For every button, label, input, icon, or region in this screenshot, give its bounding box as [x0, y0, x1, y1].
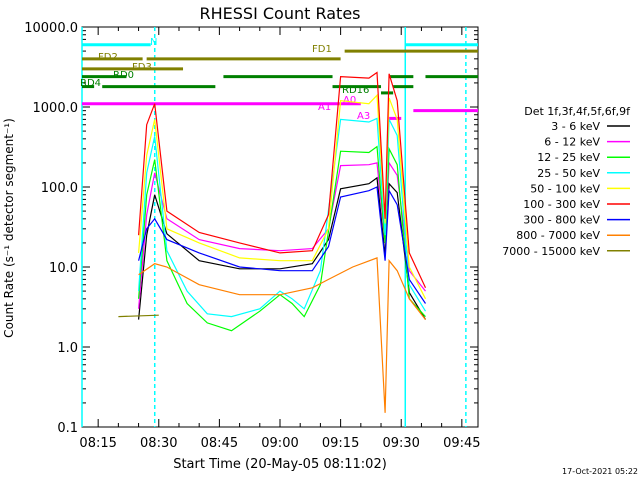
x-axis-label: Start Time (20-May-05 08:11:02): [173, 457, 387, 472]
state-bar-label: FD2: [98, 52, 118, 63]
series-line: [118, 314, 159, 318]
legend-entry-label: 100 - 300 keV: [523, 198, 600, 211]
state-bar-label: FD1: [312, 44, 332, 55]
legend-entry-label: 300 - 800 keV: [523, 214, 600, 227]
y-tick-label: 10.0: [49, 261, 78, 276]
state-bar-label: RD16: [342, 85, 369, 96]
y-tick-label: 1000.0: [33, 101, 79, 116]
plot-area: 0.1 1.0 10.0 100.0 1000.0 10000.0 08:15 08:30 08…: [24, 21, 480, 451]
y-tick-label: 0.1: [57, 421, 78, 436]
x-tick-label: 08:30: [140, 436, 177, 451]
timestamp: 17-Oct-2021 05:22: [562, 467, 638, 476]
chart-title: RHESSI Count Rates: [200, 4, 361, 23]
x-tick-label: 09:30: [382, 436, 419, 451]
state-bar-label: RD0: [113, 70, 134, 81]
legend-entry-label: 6 - 12 keV: [544, 136, 600, 149]
state-bar-label: A0: [343, 95, 356, 106]
state-bar-label: FD3: [132, 62, 152, 73]
series-line: [138, 257, 426, 413]
y-tick-label: 10000.0: [24, 21, 78, 36]
series-line: [138, 71, 427, 289]
y-tick-label: 100.0: [41, 181, 78, 196]
y-axis-label: Count Rate (s⁻¹ detector segment⁻¹): [2, 118, 16, 338]
series-line: [138, 117, 427, 318]
legend-entry-label: 3 - 6 keV: [551, 120, 600, 133]
state-bar-label: N: [150, 37, 157, 48]
y-tick-label: 1.0: [57, 341, 78, 356]
state-bar-label: A1: [318, 102, 331, 113]
x-tick-label: 08:45: [201, 436, 238, 451]
legend-entry-label: 800 - 7000 keV: [516, 229, 600, 242]
series-line: [138, 93, 427, 300]
legend-title: Det 1f,3f,4f,5f,6f,9f: [524, 105, 631, 118]
series-line: [138, 145, 426, 332]
series-line: [138, 176, 427, 320]
x-tick-label: 09:45: [443, 436, 480, 451]
state-bar-label: A3: [357, 111, 370, 122]
state-bar-label: RD4: [80, 78, 101, 89]
x-tick-label: 09:15: [322, 436, 359, 451]
legend-entry-label: 50 - 100 keV: [530, 182, 600, 195]
series-line: [138, 186, 426, 304]
x-tick-label: 09:00: [261, 436, 298, 451]
legend-entry-label: 25 - 50 keV: [537, 167, 600, 180]
legend-entry-label: 12 - 25 keV: [537, 151, 600, 164]
legend: 3 - 6 keV 6 - 12 keV 12 - 25 keV 25 - 50 ke…: [502, 120, 630, 258]
legend-entry-label: 7000 - 15000 keV: [502, 245, 600, 258]
x-tick-label: 08:15: [79, 436, 116, 451]
